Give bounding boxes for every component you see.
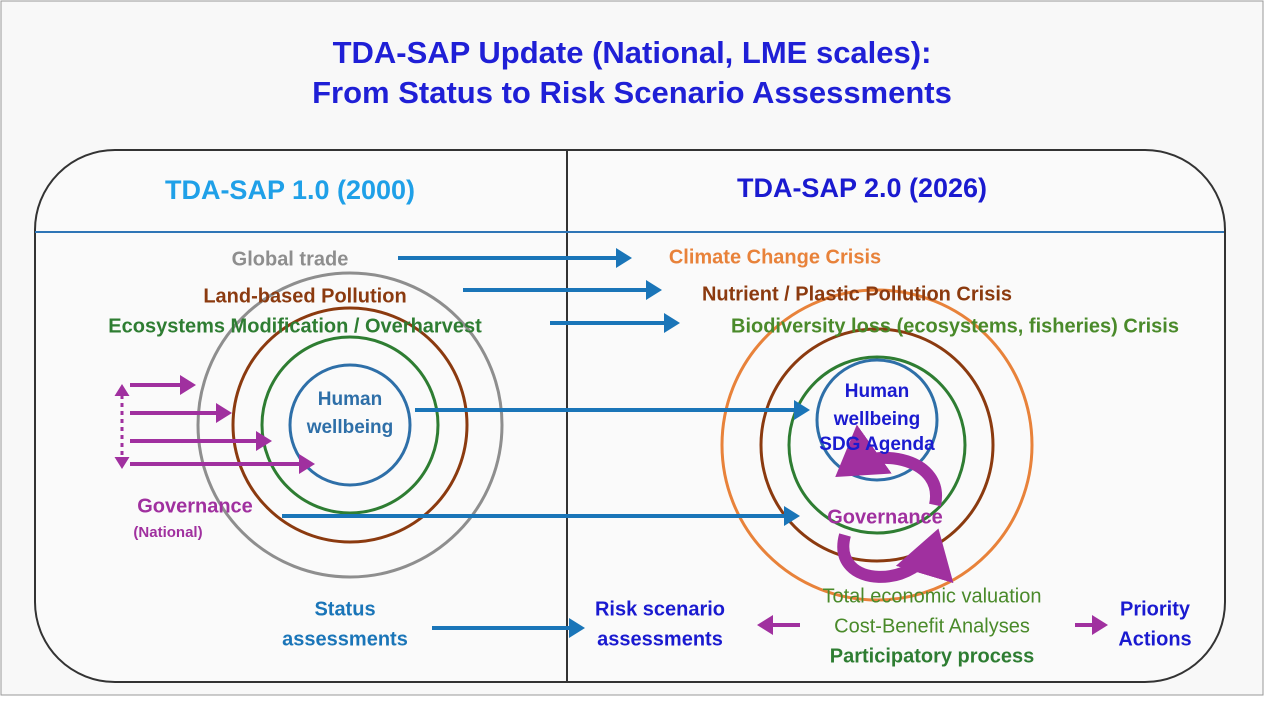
core: wellbeing xyxy=(306,417,394,438)
core: SDG Agenda xyxy=(819,434,935,455)
driver: Climate Change Crisis xyxy=(669,246,881,268)
governance-note: (National) xyxy=(133,524,202,541)
assessment: Status xyxy=(314,598,375,620)
driver: Biodiversity loss (ecosystems, fisheries… xyxy=(731,315,1179,337)
outcome: Actions xyxy=(1118,628,1191,650)
core: wellbeing xyxy=(833,409,921,430)
core: Human xyxy=(845,381,909,402)
header: TDA-SAP 2.0 (2026) xyxy=(737,173,987,203)
driver: Land-based Pollution xyxy=(203,285,406,307)
core: Human xyxy=(318,389,382,410)
arrows xyxy=(114,248,1108,638)
header: TDA-SAP 1.0 (2000) xyxy=(165,175,415,205)
assessment: assessments xyxy=(597,628,723,650)
method: Cost-Benefit Analyses xyxy=(834,615,1030,637)
title: From Status to Risk Scenario Assessments xyxy=(312,75,952,110)
driver: Ecosystems Modification / Overharvest xyxy=(108,315,482,337)
left-circles xyxy=(196,271,504,579)
method: Participatory process xyxy=(830,645,1035,667)
governance: Governance xyxy=(827,506,943,528)
method: Total economic valuation xyxy=(822,585,1041,607)
governance: Governance xyxy=(137,495,253,517)
assessment: Risk scenario xyxy=(595,598,725,620)
title: TDA-SAP Update (National, LME scales): xyxy=(333,35,932,70)
assessment: assessments xyxy=(282,628,408,650)
right-circles xyxy=(720,288,1034,602)
driver: Nutrient / Plastic Pollution Crisis xyxy=(702,283,1012,305)
outcome: Priority xyxy=(1120,598,1191,620)
driver: Global trade xyxy=(232,248,349,270)
